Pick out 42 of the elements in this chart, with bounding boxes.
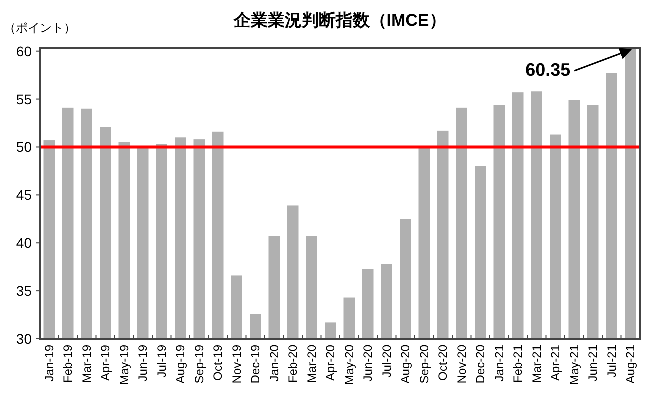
y-tick-label: 55: [16, 91, 32, 108]
x-tick-label: May-19: [117, 344, 132, 386]
x-tick-label: May-21: [567, 344, 582, 386]
x-tick-label: Dec-20: [474, 344, 488, 384]
x-tick-label: Aug-20: [398, 344, 413, 384]
x-tick-label: Apr-19: [98, 344, 113, 382]
x-tick-label: Mar-19: [80, 344, 94, 384]
y-tick-label: 40: [16, 235, 32, 252]
x-tick-label: Jan-19: [42, 344, 56, 382]
y-tick-label: 60: [16, 43, 32, 60]
x-tick-label: Sep-19: [192, 344, 206, 384]
x-tick-label: Apr-20: [324, 344, 338, 382]
y-tick-label: 35: [16, 283, 32, 300]
x-tick-label: Aug-19: [174, 344, 188, 384]
x-tick-label: May-20: [342, 344, 356, 386]
x-tick-label: Dec-19: [248, 344, 263, 384]
x-tick-label: Sep-20: [417, 344, 432, 384]
x-tick-label: Jul-21: [604, 344, 619, 378]
x-tick-label: Apr-21: [548, 344, 563, 382]
x-tick-label: Jun-19: [136, 344, 150, 382]
x-tick-label: Aug-21: [624, 344, 638, 384]
x-tick-label: Nov-20: [454, 344, 469, 384]
x-tick-label: Feb-21: [511, 344, 526, 384]
y-tick-label: 45: [16, 187, 32, 204]
y-axis-title: （ポイント）: [4, 21, 76, 35]
y-tick-label: 30: [16, 331, 32, 347]
x-tick-label: Feb-20: [286, 344, 300, 384]
x-tick-label: Jan-20: [267, 344, 282, 382]
x-tick-label: Feb-19: [61, 344, 76, 384]
x-tick-label: Mar-21: [530, 344, 544, 384]
x-tick-label: Nov-19: [230, 344, 244, 384]
annotation: 60.35: [526, 60, 571, 80]
x-tick-label: Jul-20: [380, 344, 394, 378]
x-tick-label: Jun-21: [586, 344, 600, 382]
x-tick-label: Jun-20: [361, 344, 376, 382]
x-tick-label: Mar-20: [304, 344, 319, 384]
x-tick-label: Jan-21: [492, 344, 506, 382]
x-tick-label: Oct-19: [211, 344, 226, 382]
x-tick-label: Jul-19: [154, 344, 169, 378]
chart-title: 企業業況判断指数（IMCE）: [232, 11, 446, 30]
y-tick-label: 50: [16, 139, 32, 156]
x-tick-label: Oct-20: [436, 344, 450, 382]
